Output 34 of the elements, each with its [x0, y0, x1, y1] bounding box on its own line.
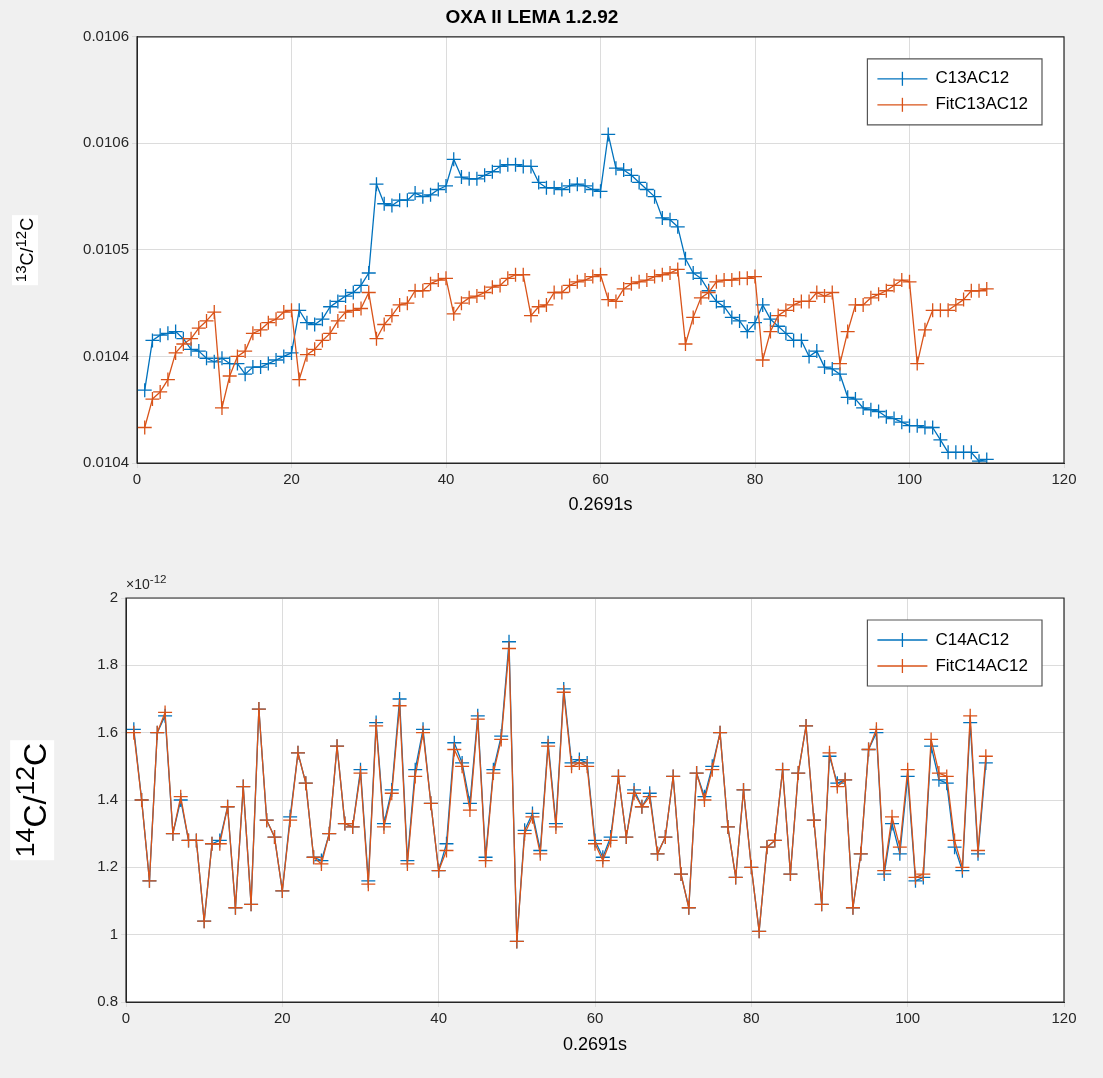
text: ×10$^{-12}$ [126, 572, 167, 592]
y-tick-label: 0.0106 [83, 26, 129, 44]
chart-title: OXA II LEMA 1.2.92 [445, 5, 619, 27]
x-tick-label: 20 [283, 470, 300, 488]
y-tick-label: 1.6 [97, 722, 118, 740]
y-tick-label: 1.8 [97, 655, 118, 673]
x-tick-label: 80 [742, 1009, 760, 1027]
y-tick-label: 0.8 [97, 992, 118, 1010]
x-tick-label: 120 [1051, 470, 1077, 488]
x-tick-label: 40 [437, 470, 455, 488]
y-tick-label: 1.4 [97, 790, 118, 808]
x-axis-title: 0.2691s [568, 494, 633, 515]
x-tick-label: 60 [586, 1009, 604, 1027]
legend-label: FitC13AC12 [935, 94, 1029, 114]
y-tick-label: 2 [109, 588, 118, 606]
y-tick-label: 0.0105 [83, 240, 129, 258]
y-tick-label: 1 [109, 924, 118, 942]
y-tick-label: 0.0104 [83, 453, 129, 471]
x-tick-label: 60 [592, 470, 609, 488]
x-tick-label: 120 [1051, 1009, 1077, 1027]
y-tick-label: 0.0106 [83, 133, 129, 151]
x-axis-title: 0.2691s [562, 1034, 628, 1055]
x-tick-label: 0 [121, 1009, 131, 1027]
legend-label: C13AC12 [935, 68, 1010, 88]
x-tick-label: 20 [273, 1009, 291, 1027]
x-tick-label: 80 [746, 470, 764, 488]
y-tick-label: 0.0104 [83, 346, 129, 364]
x-tick-label: 100 [896, 470, 923, 488]
legend-label: FitC14AC12 [935, 655, 1029, 675]
y-tick-label: 1.2 [97, 857, 118, 875]
x-tick-label: 100 [895, 1009, 921, 1027]
x-tick-label: 40 [430, 1009, 448, 1027]
legend-label: C14AC12 [935, 629, 1010, 649]
x-tick-label: 0 [132, 470, 142, 488]
